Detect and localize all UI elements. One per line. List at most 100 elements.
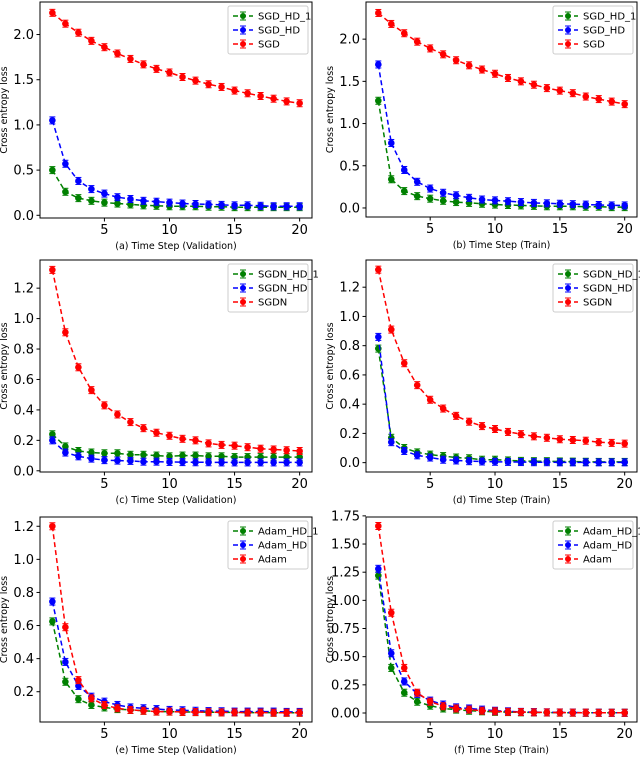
series-Adam_HD: [375, 564, 628, 717]
data-point: [556, 435, 564, 443]
data-point: [530, 458, 538, 466]
data-point: [127, 195, 134, 203]
data-point: [530, 433, 538, 440]
data-point: [504, 428, 512, 436]
y-tick-label: 2.0: [339, 33, 360, 48]
data-point: [465, 418, 473, 426]
data-point: [101, 449, 108, 457]
x-tick-label: 20: [616, 727, 633, 742]
data-point: [426, 185, 434, 192]
data-point: [231, 202, 238, 209]
data-point: [127, 55, 134, 63]
data-point: [244, 202, 251, 209]
data-point: [387, 139, 395, 147]
legend-marker: [240, 285, 246, 291]
legend-entry: SGD_HD_1: [558, 11, 636, 23]
axes-frame: [39, 516, 313, 723]
data-point: [439, 702, 447, 710]
data-point: [88, 386, 95, 394]
legend-entry: SGDN: [233, 297, 287, 309]
y-tick-label: 0.6: [13, 619, 34, 634]
data-point: [49, 598, 56, 605]
data-point: [218, 459, 225, 466]
data-point: [569, 89, 577, 97]
data-point: [569, 436, 577, 444]
data-point: [582, 437, 590, 445]
data-point: [517, 198, 525, 206]
y-tick-label: 0.6: [339, 368, 360, 383]
x-axis-label: (f) Time Step (Train): [454, 745, 549, 756]
x-tick-label: 5: [100, 223, 108, 238]
data-point: [179, 708, 186, 716]
data-point: [218, 201, 225, 209]
data-point: [452, 457, 460, 464]
legend-entry: Adam_HD: [558, 540, 632, 552]
legend-entry: SGD_HD: [233, 25, 300, 37]
y-tick-label: 1.5: [13, 73, 34, 88]
legend: Adam_HD_1 Adam_HD Adam: [227, 520, 318, 570]
legend-entry: SGDN_HD: [558, 283, 633, 295]
y-tick-label: 0.0: [339, 456, 360, 471]
series-SGD: [375, 8, 628, 109]
x-tick-label: 10: [487, 222, 504, 237]
data-point: [218, 453, 225, 460]
data-point: [400, 664, 408, 672]
legend-marker: [240, 528, 246, 534]
y-tick-label: 1.25: [331, 566, 360, 581]
data-point: [452, 412, 460, 420]
x-axis-label: (a) Time Step (Validation): [115, 241, 237, 252]
legend-frame: [552, 263, 634, 313]
data-point: [140, 61, 147, 68]
data-point: [75, 676, 82, 684]
y-tick-label: 1.0: [13, 553, 34, 568]
y-tick-label: 0.4: [339, 398, 360, 413]
data-point: [244, 459, 251, 466]
data-point: [218, 441, 225, 449]
x-tick-label: 15: [552, 222, 569, 237]
data-point: [153, 65, 160, 73]
legend-marker: [565, 528, 571, 534]
series-SGD_HD_1: [49, 166, 303, 212]
x-tick-label: 20: [291, 223, 308, 238]
data-point: [582, 709, 590, 716]
y-tick-label: 0.2: [13, 434, 34, 449]
axes-frame: [365, 1, 638, 218]
data-point: [88, 701, 95, 709]
x-tick-label: 10: [161, 477, 178, 492]
data-point: [153, 429, 160, 437]
data-point: [127, 418, 134, 426]
data-point: [426, 45, 434, 52]
y-tick-label: 2.0: [13, 28, 34, 43]
subplot-d: 5 10 15 20 0.0 0.2 0.4 0.6 0.8 1.0 1.2 (d) Time Ste…: [325, 259, 640, 506]
legend-marker: [240, 299, 246, 305]
data-point: [49, 117, 56, 124]
series-SGDN: [49, 265, 303, 455]
data-point: [101, 456, 108, 464]
data-point: [88, 455, 95, 462]
data-point: [426, 454, 434, 461]
data-point: [517, 78, 525, 85]
data-point: [101, 402, 108, 409]
series-SGDN_HD_1: [375, 344, 628, 466]
data-point: [491, 197, 499, 204]
x-tick-label: 5: [426, 222, 434, 237]
legend-marker: [240, 542, 246, 548]
series-line: [377, 525, 625, 714]
data-point: [62, 678, 69, 686]
data-point: [375, 333, 382, 341]
data-point: [517, 708, 525, 716]
data-point: [569, 709, 577, 716]
data-point: [75, 682, 82, 690]
data-point: [543, 200, 551, 207]
series-SGDN_HD_1: [49, 430, 303, 462]
series-SGDN: [375, 265, 628, 448]
data-point: [257, 92, 264, 100]
legend-entry: SGDN_HD_1: [233, 269, 319, 281]
data-point: [270, 95, 277, 103]
data-point: [530, 81, 538, 89]
series-SGD_HD: [49, 116, 303, 211]
series-line: [377, 348, 625, 463]
data-point: [205, 201, 212, 208]
legend-marker: [240, 41, 246, 47]
